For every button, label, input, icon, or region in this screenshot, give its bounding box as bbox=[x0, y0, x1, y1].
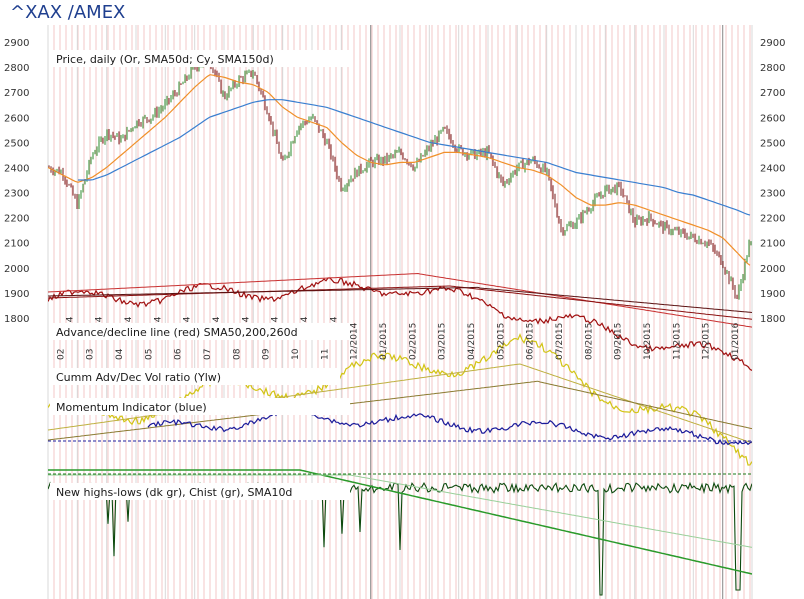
panel-labels: Price, daily (Or, SMA50d; Cy, SMA150d) Ad… bbox=[50, 50, 350, 500]
year-label: 14 bbox=[95, 316, 105, 328]
year-label: 14 bbox=[124, 316, 134, 328]
panel-label: Advance/decline line (red) SMA50,200,260… bbox=[56, 326, 298, 339]
y-tick-label-left: 2400 bbox=[4, 163, 29, 174]
ad-line bbox=[48, 277, 752, 372]
y-axis-right: 2900 2800 2700 2600 2500 2400 2300 2200 2100 2000… bbox=[760, 38, 785, 325]
y-tick-label-right: 2900 bbox=[760, 38, 785, 49]
y-axis-left: 2900 2800 2700 2600 2500 2400 2300 2200 2100 2000… bbox=[4, 38, 29, 325]
month-labels: 02 03 04 05 06 07 08 09 10 11 12/2014 01/2015 02/201… bbox=[56, 316, 741, 360]
y-tick-label-right: 2400 bbox=[760, 163, 785, 174]
year-label: 14 bbox=[329, 316, 339, 328]
month-label: 01/2015 bbox=[379, 323, 389, 360]
window-title: ^XAX /AMEX bbox=[0, 0, 500, 25]
month-label: 05 bbox=[144, 349, 154, 360]
y-tick-label-right: 2800 bbox=[760, 63, 785, 74]
month-label: 06 bbox=[174, 348, 184, 360]
y-tick-label-right: 2100 bbox=[760, 239, 785, 250]
month-label: 10/2015 bbox=[643, 323, 653, 360]
y-tick-label-right: 2000 bbox=[760, 264, 785, 275]
cumulative-hist-line bbox=[48, 469, 752, 575]
month-label: 09/2015 bbox=[614, 323, 624, 360]
y-tick-label-left: 2800 bbox=[4, 63, 29, 74]
month-label: 10 bbox=[291, 348, 301, 360]
y-tick-label-left: 2100 bbox=[4, 239, 29, 250]
y-tick-label-right: 1900 bbox=[760, 289, 785, 300]
month-label: 11 bbox=[320, 349, 330, 360]
price-panel bbox=[48, 56, 752, 300]
y-tick-label-left: 2000 bbox=[4, 264, 29, 275]
y-tick-label-right: 2700 bbox=[760, 88, 785, 99]
panel-label: Cumm Adv/Dec Vol ratio (Ylw) bbox=[56, 371, 221, 384]
month-label: 09 bbox=[262, 348, 272, 360]
month-label: 11/2015 bbox=[672, 323, 682, 360]
year-label: 14 bbox=[65, 316, 75, 328]
y-tick-label-right: 2200 bbox=[760, 214, 785, 225]
month-label: 07 bbox=[203, 349, 213, 360]
y-tick-label-left: 2600 bbox=[4, 113, 29, 124]
y-tick-label-left: 2700 bbox=[4, 88, 29, 99]
sma150-line bbox=[78, 99, 751, 216]
month-label: 03/2015 bbox=[438, 323, 448, 360]
month-label: 08 bbox=[232, 348, 242, 360]
year-label: 14 bbox=[212, 316, 222, 328]
y-tick-label-right: 2500 bbox=[760, 138, 785, 149]
month-gridlines bbox=[47, 25, 753, 599]
year-label: 14 bbox=[241, 316, 251, 328]
y-tick-label-right: 2300 bbox=[760, 189, 785, 200]
year-label: 14 bbox=[271, 316, 281, 328]
month-label: 04 bbox=[115, 348, 125, 360]
panel-label-box bbox=[50, 50, 350, 67]
panel-label-box bbox=[50, 323, 350, 340]
y-tick-label-left: 2300 bbox=[4, 189, 29, 200]
ad-sma260-line bbox=[48, 286, 752, 313]
month-label: 04/2015 bbox=[467, 323, 477, 360]
y-tick-label-left: 2200 bbox=[4, 214, 29, 225]
y-tick-label-left: 1900 bbox=[4, 289, 29, 300]
month-label: 08/2015 bbox=[584, 323, 594, 360]
month-label: 06/2015 bbox=[526, 323, 536, 360]
month-label: 07/2015 bbox=[555, 323, 565, 360]
y-tick-label-right: 2600 bbox=[760, 113, 785, 124]
month-label: 12/2015 bbox=[702, 323, 712, 360]
year-label: 14 bbox=[153, 316, 163, 328]
y-tick-label-right: 1800 bbox=[760, 314, 785, 325]
panel-label: Price, daily (Or, SMA50d; Cy, SMA150d) bbox=[56, 53, 274, 66]
month-label: 12/2014 bbox=[350, 322, 360, 360]
year-label: 14 bbox=[183, 316, 193, 328]
y-tick-label-left: 2900 bbox=[4, 38, 29, 49]
month-label: 03 bbox=[86, 349, 96, 360]
month-label: 02 bbox=[56, 349, 66, 360]
sma50-line bbox=[48, 74, 751, 266]
month-label: 01/2016 bbox=[731, 322, 741, 360]
panel-label: Momentum Indicator (blue) bbox=[56, 401, 207, 414]
month-label: 05/2015 bbox=[496, 323, 506, 360]
y-tick-label-left: 2500 bbox=[4, 138, 29, 149]
month-label: 02/2015 bbox=[408, 323, 418, 360]
panel-label-box bbox=[50, 398, 350, 415]
panel-label-box bbox=[50, 483, 350, 500]
nhl-sma10-line bbox=[48, 474, 752, 548]
ad-sma200-line bbox=[48, 285, 752, 320]
ad-sma50-line bbox=[48, 272, 752, 328]
panel-label: New highs-lows (dk gr), Chist (gr), SMA1… bbox=[56, 486, 292, 499]
vol-ratio-sma-long-line bbox=[48, 380, 752, 441]
y-tick-label-left: 1800 bbox=[4, 314, 29, 325]
panel-label-box bbox=[50, 368, 340, 385]
momentum-line bbox=[147, 407, 752, 446]
year-label: 14 bbox=[300, 316, 310, 328]
